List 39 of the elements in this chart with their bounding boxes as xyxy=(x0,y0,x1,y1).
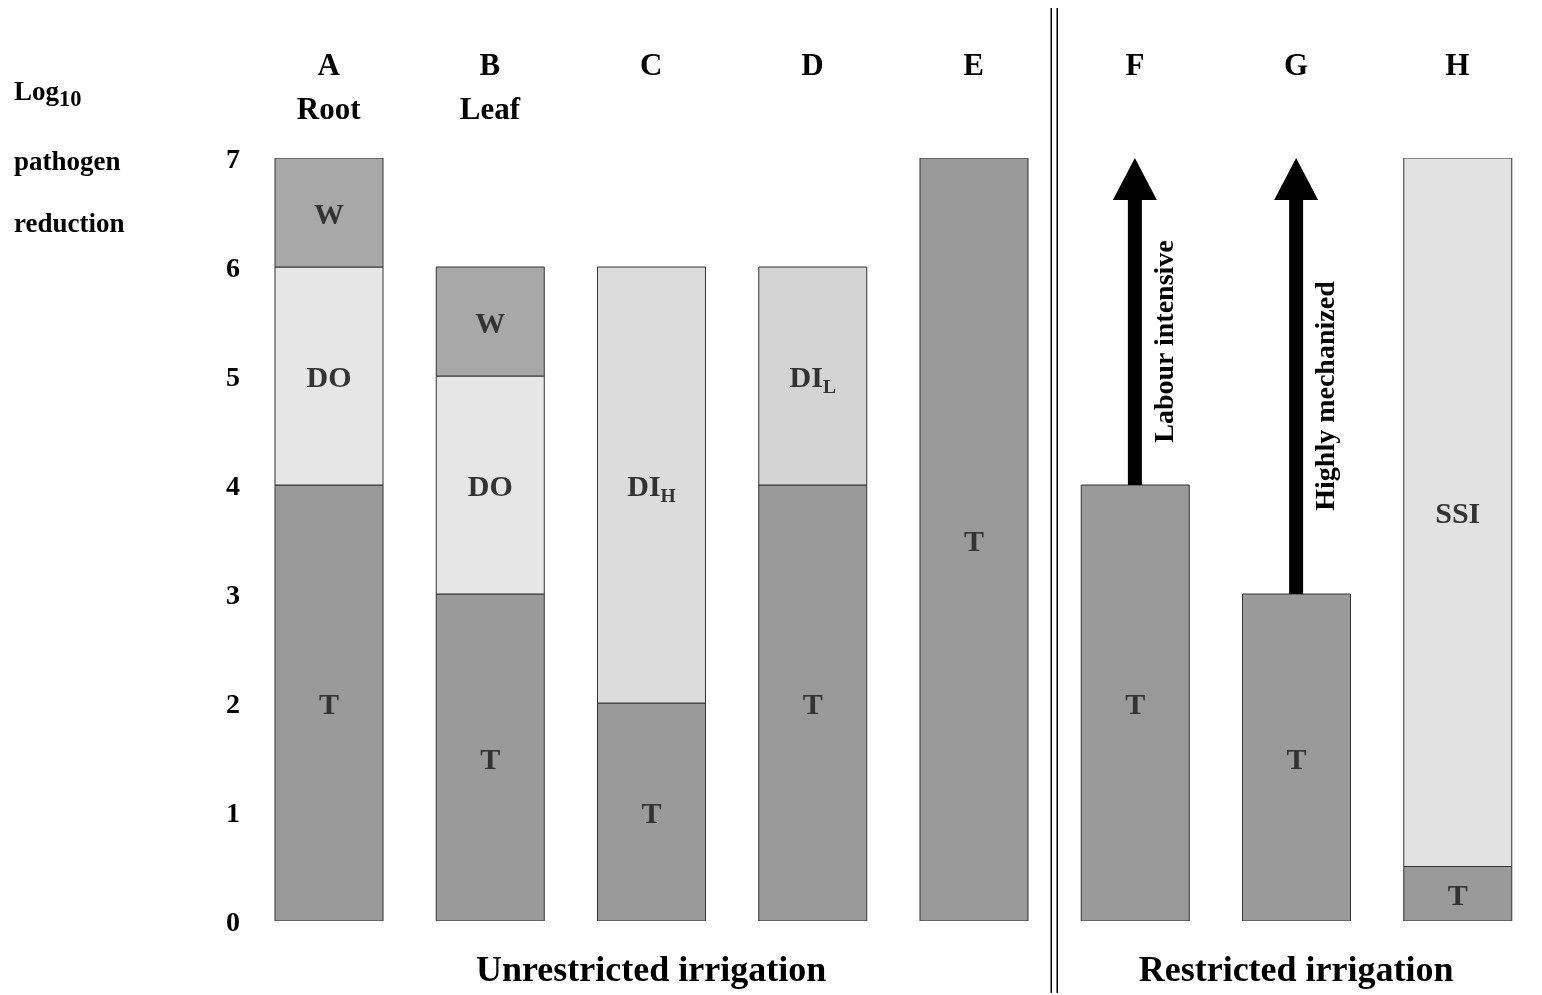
x-tick-label: C xyxy=(639,47,663,82)
y-tick-label: 6 xyxy=(226,251,240,283)
bar xyxy=(919,158,1029,921)
annotation: Highly mechanized xyxy=(1309,280,1341,511)
x-tick-label: G xyxy=(1284,47,1309,82)
series-label: SSI xyxy=(1435,495,1481,529)
y-tick-label: 4 xyxy=(226,469,240,501)
text: T xyxy=(963,523,985,556)
text: Log$_{10}$ pathogen reduction xyxy=(14,76,125,239)
bar xyxy=(1242,593,1351,921)
series-label: DI$_{L}$ xyxy=(789,359,836,397)
x-tick-label: F xyxy=(1125,47,1145,82)
y-tick-label: 0 xyxy=(226,905,240,937)
y-tick-label: 2 xyxy=(226,687,240,719)
text: Restricted irrigation xyxy=(1138,949,1454,989)
x-tick-label: H xyxy=(1445,47,1470,82)
series-label: DO xyxy=(306,359,352,393)
text: T xyxy=(480,741,501,774)
text: Unrestricted irrigation xyxy=(476,949,827,989)
series-label: DI$_{H}$ xyxy=(627,468,676,506)
y-tick-label: 5 xyxy=(226,360,240,392)
text: T xyxy=(1286,741,1307,774)
y-tick-label: 7 xyxy=(226,142,240,174)
annotation: Labour intensive xyxy=(1147,240,1179,443)
x-tick-label: B Leaf xyxy=(459,47,521,126)
x-tick-label: D xyxy=(801,47,824,82)
y-tick-label: 3 xyxy=(226,578,240,610)
x-tick-label: A Root xyxy=(296,47,362,126)
series-label: T xyxy=(1447,877,1468,911)
text: T xyxy=(318,686,340,720)
text: DO xyxy=(467,468,513,502)
text: W xyxy=(475,305,506,338)
text: T xyxy=(1125,686,1146,720)
x-tick-label: E xyxy=(963,47,984,82)
text: T xyxy=(641,795,662,829)
text: T xyxy=(802,686,823,720)
y-tick-label: 1 xyxy=(226,796,240,828)
bar xyxy=(1080,484,1190,921)
series-label: W xyxy=(314,196,344,229)
